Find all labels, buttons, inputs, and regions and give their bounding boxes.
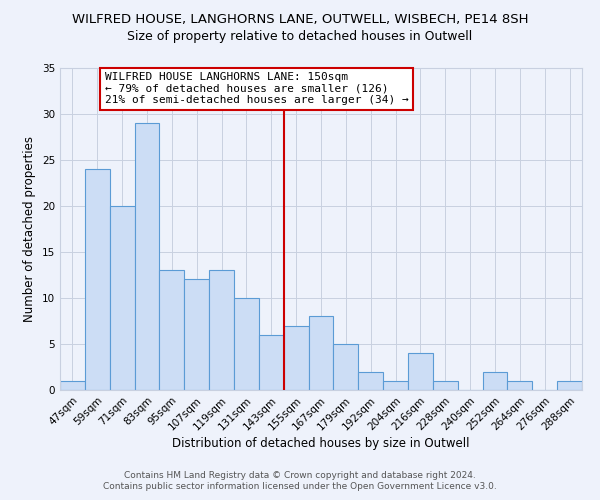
Bar (508, 381, 532, 390)
Bar (482, 372, 508, 390)
Bar (85, 169, 110, 390)
Text: Size of property relative to detached houses in Outwell: Size of property relative to detached ho… (127, 30, 473, 43)
Text: Contains public sector information licensed under the Open Government Licence v3: Contains public sector information licen… (103, 482, 497, 491)
Bar (433, 381, 458, 390)
Text: Contains HM Land Registry data © Crown copyright and database right 2024.: Contains HM Land Registry data © Crown c… (124, 471, 476, 480)
Bar (308, 316, 334, 390)
Bar (134, 123, 160, 390)
Text: WILFRED HOUSE, LANGHORNS LANE, OUTWELL, WISBECH, PE14 8SH: WILFRED HOUSE, LANGHORNS LANE, OUTWELL, … (72, 12, 528, 26)
Bar (234, 298, 259, 390)
Bar (358, 372, 383, 390)
Bar (408, 353, 433, 390)
Text: WILFRED HOUSE LANGHORNS LANE: 150sqm
← 79% of detached houses are smaller (126)
: WILFRED HOUSE LANGHORNS LANE: 150sqm ← 7… (105, 72, 409, 106)
Bar (284, 326, 308, 390)
Bar (557, 381, 582, 390)
Y-axis label: Number of detached properties: Number of detached properties (23, 136, 37, 322)
X-axis label: Distribution of detached houses by size in Outwell: Distribution of detached houses by size … (172, 438, 470, 450)
Bar (209, 270, 234, 390)
Bar (259, 334, 284, 390)
Bar (184, 280, 209, 390)
Bar (110, 206, 134, 390)
Bar (160, 270, 184, 390)
Bar (60, 381, 85, 390)
Bar (334, 344, 358, 390)
Bar (383, 381, 408, 390)
